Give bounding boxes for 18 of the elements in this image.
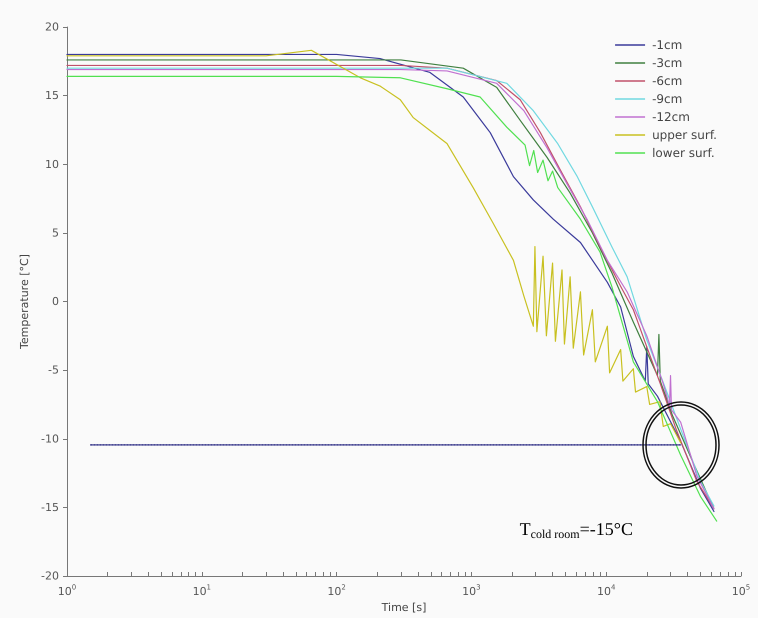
y-tick-label: -20 [41,570,59,582]
legend-label: lower surf. [652,146,715,160]
y-tick-label: -5 [48,364,59,377]
legend-label: -6cm [652,74,682,88]
legend-label: -1cm [652,38,682,52]
y-tick-label: 0 [52,295,59,308]
y-tick-label: 15 [45,89,59,102]
legend-label: upper surf. [652,128,718,142]
y-tick-label: -10 [41,432,59,446]
y-axis-title: Temperature [°C] [18,254,32,350]
legend-label: -3cm [652,56,682,70]
legend-label: -9cm [652,92,682,106]
y-tick-label: -15 [41,500,59,514]
y-tick-label: 10 [45,158,59,171]
y-tick-label: 5 [52,226,59,240]
y-tick-label: 20 [45,20,59,34]
legend-label: -12cm [652,110,690,124]
x-axis-title: Time [s] [380,601,426,614]
